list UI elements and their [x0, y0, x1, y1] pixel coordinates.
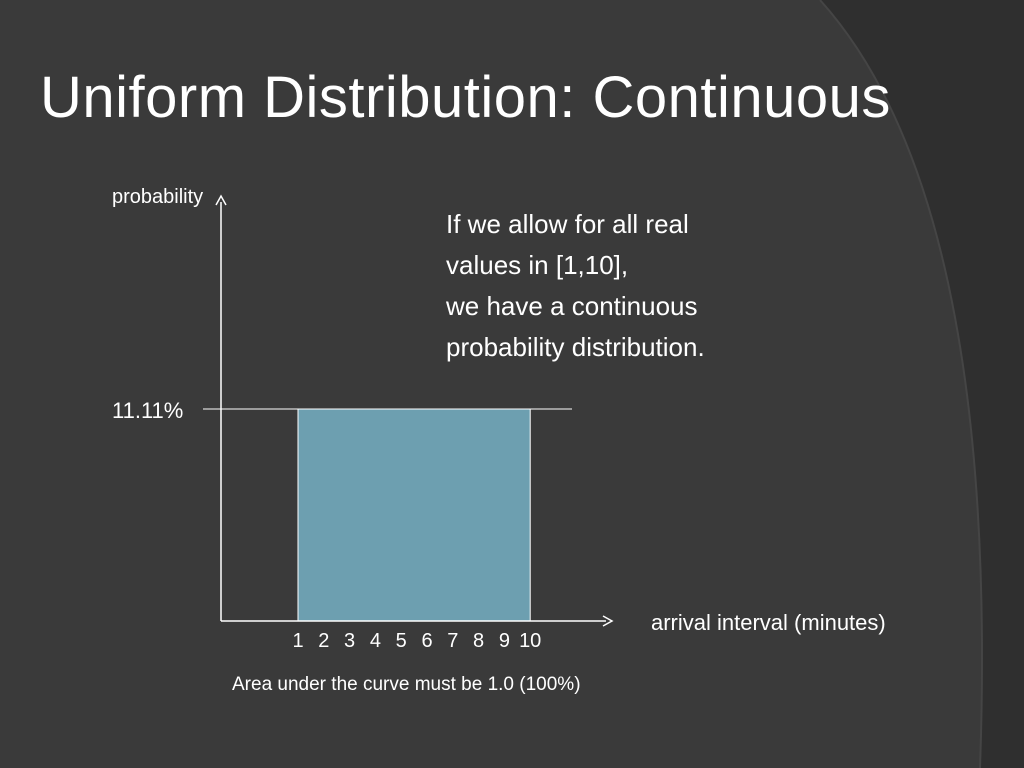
x-tick-label: 9	[499, 630, 510, 652]
body-line: we have a continuous	[446, 291, 698, 321]
x-tick-label: 6	[421, 630, 432, 652]
x-axis-label: arrival interval (minutes)	[651, 610, 886, 635]
x-axis-arrow	[602, 615, 614, 627]
x-tick-label: 1	[292, 630, 303, 652]
slide-title: Uniform Distribution: Continuous	[40, 65, 891, 130]
x-tick-label: 4	[370, 630, 381, 652]
body-line: probability distribution.	[446, 332, 705, 362]
density-rect	[297, 408, 531, 622]
x-tick-label: 7	[447, 630, 458, 652]
y-axis-arrow	[215, 194, 227, 206]
y-tick-label: 11.11%	[112, 398, 183, 423]
area-note: Area under the curve must be 1.0 (100%)	[232, 674, 581, 695]
x-tick-label: 3	[344, 630, 355, 652]
body-line: If we allow for all real	[446, 209, 689, 239]
x-tick-label: 10	[519, 630, 541, 652]
x-tick-label: 8	[473, 630, 484, 652]
x-tick-label: 5	[396, 630, 407, 652]
y-axis-label: probability	[112, 186, 203, 208]
body-line: values in [1,10],	[446, 250, 629, 280]
body-text: If we allow for all real values in [1,10…	[446, 204, 705, 368]
x-tick-label: 2	[318, 630, 329, 652]
